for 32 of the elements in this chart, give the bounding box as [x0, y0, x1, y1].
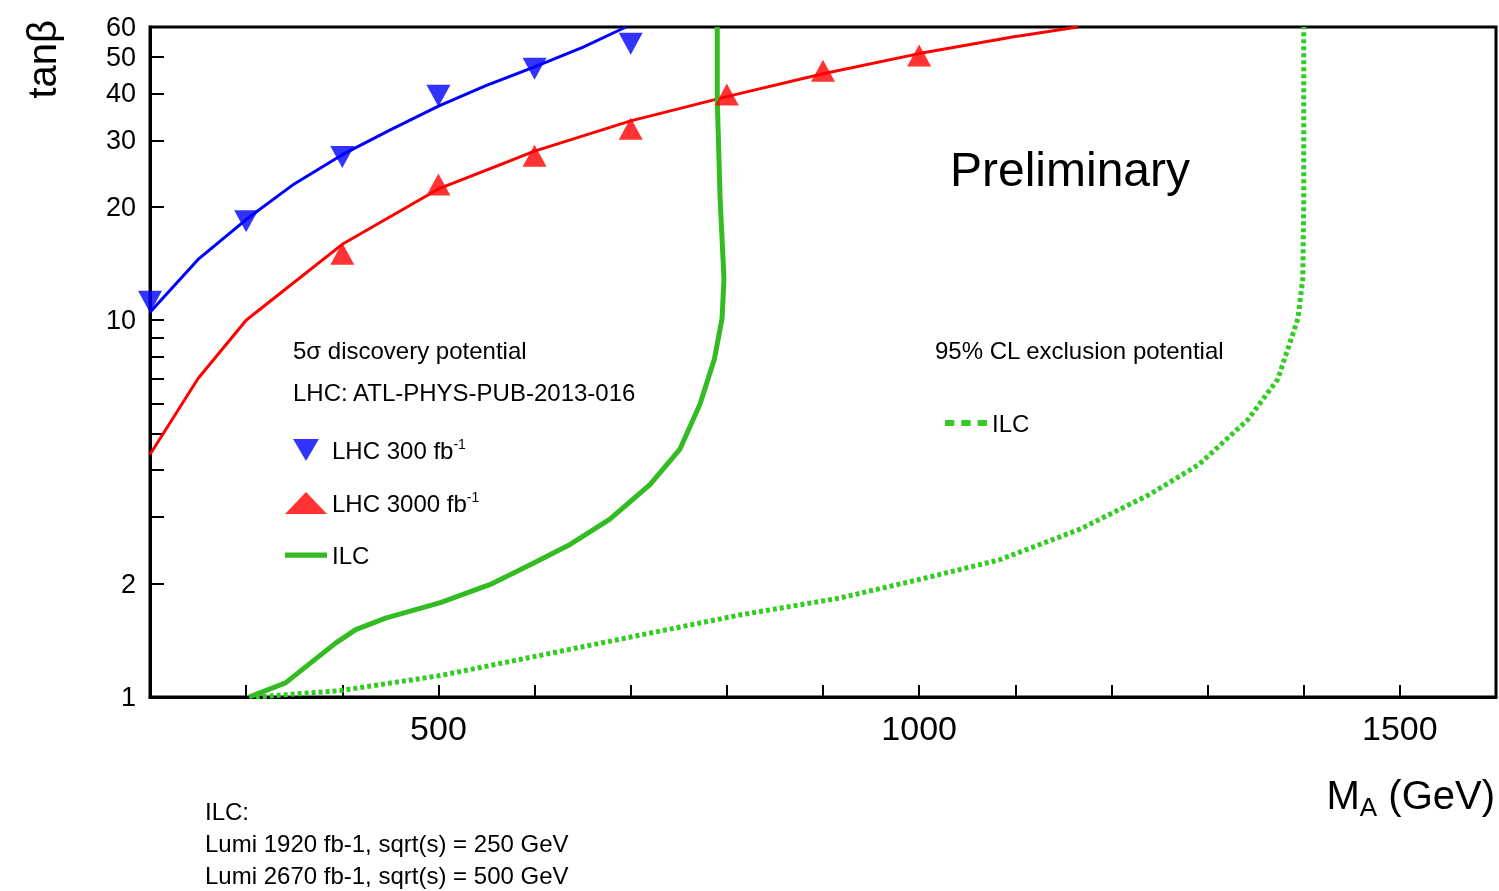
y-tick-label: 50: [105, 41, 136, 72]
point: [811, 59, 835, 82]
x-tick-label: 500: [410, 709, 467, 747]
y-axis-title: tanβ: [20, 19, 64, 99]
y-tick-label: 30: [105, 125, 136, 156]
point: [907, 44, 932, 67]
annotation: 5σ discovery potential: [293, 336, 527, 364]
point: [330, 146, 355, 169]
annotation: Preliminary: [950, 142, 1191, 196]
point: [714, 83, 739, 106]
annotation: 95% CL exclusion potential: [935, 336, 1224, 364]
y-tick-label: 40: [105, 78, 136, 109]
point: [618, 117, 643, 140]
point: [522, 144, 547, 167]
legend-label: ILC: [332, 541, 370, 569]
point: [426, 173, 451, 196]
point: [618, 32, 643, 55]
point: [138, 290, 162, 313]
y-tick-label: 10: [105, 305, 136, 336]
point: [234, 210, 259, 233]
y-tick-label: 1: [120, 682, 136, 712]
point: [330, 242, 355, 265]
point: [522, 57, 547, 80]
x-tick-label: 1500: [1362, 709, 1438, 747]
y-tick-label: 20: [105, 191, 136, 222]
point: [426, 84, 451, 107]
x-tick-label: 1000: [881, 709, 957, 747]
legend-label: ILC: [992, 409, 1030, 437]
y-tick-label: 60: [105, 12, 136, 42]
y-tick-label: 2: [120, 568, 136, 599]
text: ILC: Lumi 1920 fb-1, sqrt(s) = 250 GeV Lumi 2670 fb-1, sqrt(s) = 500 GeV: [205, 797, 569, 889]
annotation: LHC: ATL-PHYS-PUB-2013-016: [293, 378, 636, 406]
